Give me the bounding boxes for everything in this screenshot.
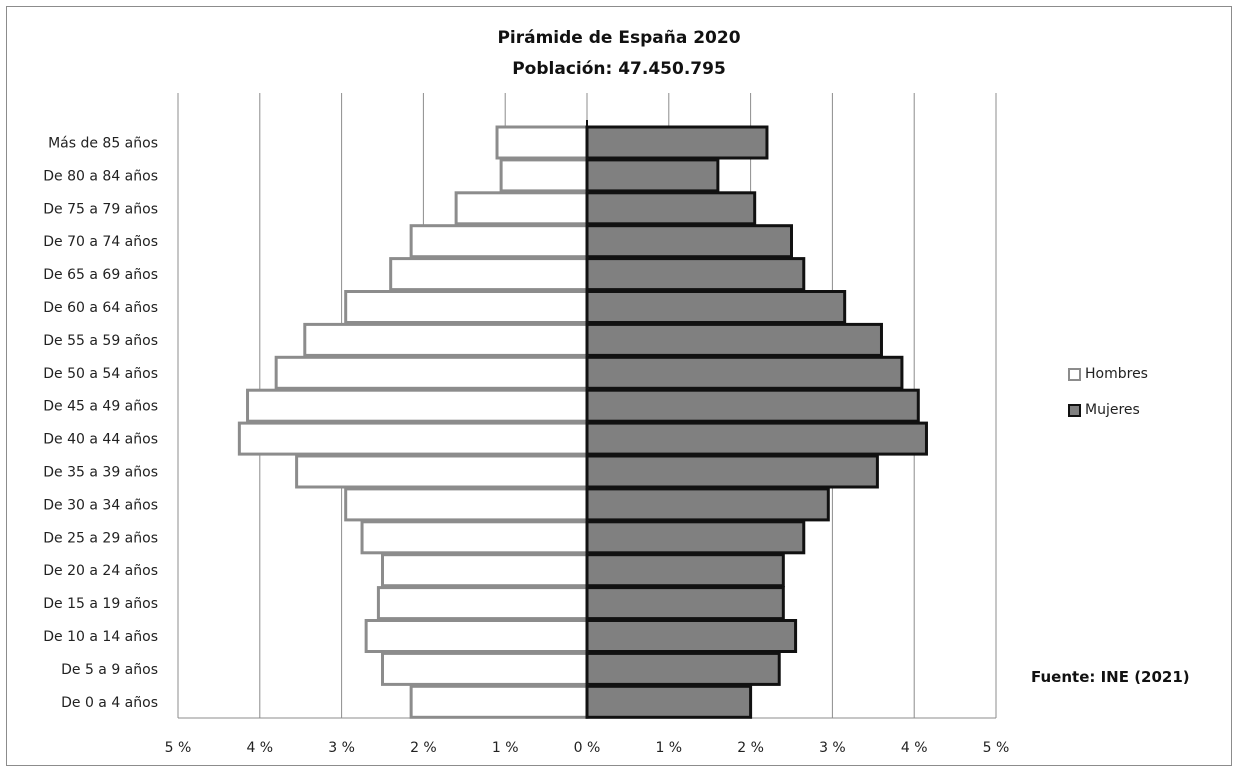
legend-label-hombres: Hombres [1085,366,1148,382]
bar-mujeres-0 [585,125,769,160]
legend-label-mujeres: Mujeres [1085,402,1140,418]
bar-hombres-9 [237,421,589,456]
bar-mujeres-17 [585,684,753,719]
bar-hombres-15 [364,619,589,653]
bar-hombres-11 [344,487,589,522]
bar-mujeres-11 [585,487,830,522]
bar-hombres-12 [360,520,589,555]
y-tick-label-3: De 70 a 74 años [43,234,158,250]
bar-mujeres-15 [585,619,798,653]
bar-mujeres-13 [585,553,785,588]
bar-hombres-16 [381,651,589,686]
bar-hombres-6 [303,322,589,357]
legend-item-hombres: Hombres [1068,366,1148,382]
bar-hombres-0 [495,125,589,160]
x-tick-label-8: 3 % [819,740,846,756]
y-tick-label-11: De 30 a 34 años [43,497,158,513]
y-tick-label-1: De 80 a 84 años [43,168,158,184]
bar-hombres-8 [246,388,589,423]
x-tick-label-5: 0 % [574,740,601,756]
bar-mujeres-7 [585,355,904,390]
y-tick-label-4: De 65 a 69 años [43,267,158,283]
x-tick-label-7: 2 % [737,740,764,756]
bar-mujeres-8 [585,388,920,423]
y-tick-label-16: De 5 a 9 años [61,662,158,678]
bar-mujeres-5 [585,290,847,324]
y-tick-label-15: De 10 a 14 años [43,629,158,645]
bar-mujeres-16 [585,651,781,686]
bar-hombres-14 [376,586,589,621]
y-tick-label-0: Más de 85 años [48,136,158,152]
x-tick-label-3: 2 % [410,740,437,756]
legend-swatch-mujeres [1068,403,1081,417]
bar-mujeres-1 [585,158,720,193]
source-note: Fuente: INE (2021) [1031,668,1190,686]
bar-mujeres-4 [585,257,806,292]
chart-subtitle: Población: 47.450.795 [512,59,726,79]
y-tick-label-17: De 0 a 4 años [61,695,158,711]
bar-mujeres-10 [585,454,879,489]
bar-mujeres-3 [585,224,793,259]
bar-mujeres-14 [585,586,785,621]
legend-item-mujeres: Mujeres [1068,402,1140,418]
y-tick-label-13: De 20 a 24 años [43,563,158,579]
y-tick-label-12: De 25 a 29 años [43,530,158,546]
bar-hombres-2 [454,191,589,226]
y-tick-label-2: De 75 a 79 años [43,201,158,217]
x-tick-label-10: 5 % [983,740,1010,756]
y-tick-label-10: De 35 a 39 años [43,465,158,481]
bar-hombres-17 [409,684,589,719]
bar-mujeres-9 [585,421,928,456]
bar-hombres-1 [499,158,589,193]
y-tick-label-9: De 40 a 44 años [43,432,158,448]
bar-hombres-7 [274,355,589,390]
bar-mujeres-6 [585,322,883,357]
bar-hombres-4 [389,257,589,292]
x-tick-label-2: 3 % [328,740,355,756]
x-tick-label-0: 5 % [165,740,192,756]
y-tick-label-6: De 55 a 59 años [43,333,158,349]
x-tick-label-9: 4 % [901,740,928,756]
y-tick-label-8: De 45 a 49 años [43,399,158,415]
chart-title: Pirámide de España 2020 [497,28,741,48]
x-tick-label-1: 4 % [246,740,273,756]
bar-mujeres-12 [585,520,806,555]
bar-mujeres-2 [585,191,757,226]
x-tick-label-6: 1 % [655,740,682,756]
bar-hombres-5 [344,290,589,324]
bar-hombres-13 [381,553,589,588]
y-tick-label-14: De 15 a 19 años [43,596,158,612]
legend-swatch-hombres [1068,367,1081,381]
y-tick-label-7: De 50 a 54 años [43,366,158,382]
bar-hombres-10 [295,454,589,489]
bar-hombres-3 [409,224,589,259]
y-tick-label-5: De 60 a 64 años [43,300,158,316]
x-tick-label-4: 1 % [492,740,519,756]
